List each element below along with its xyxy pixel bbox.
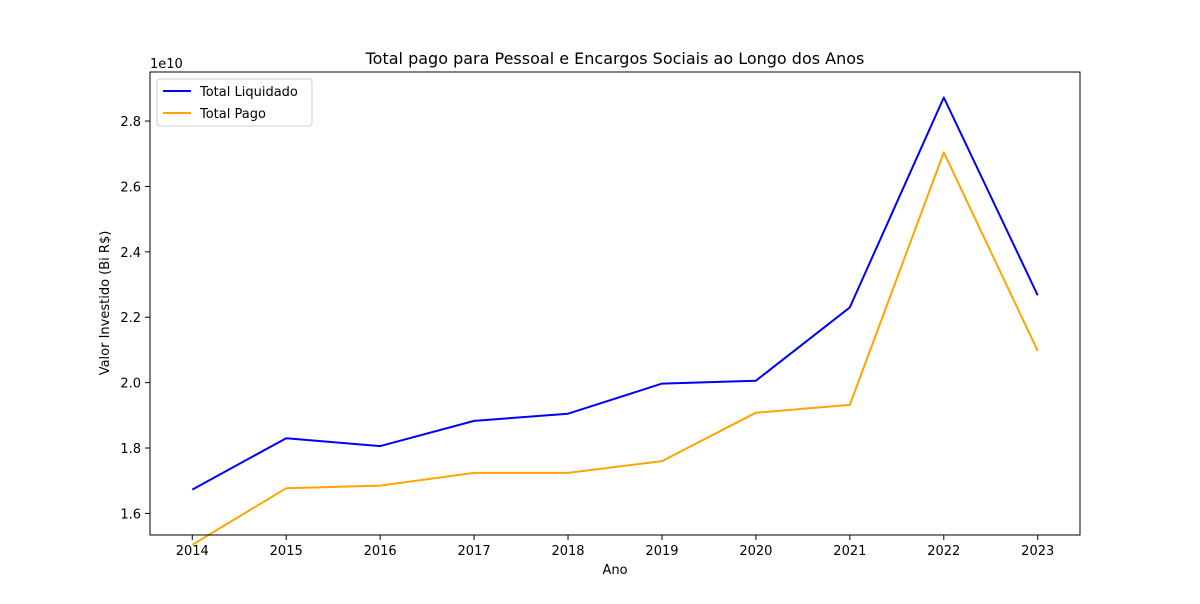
- legend-box: [156, 78, 313, 127]
- chart-title: Total pago para Pessoal e Encargos Socia…: [365, 49, 865, 68]
- y-tick-label: 2.6: [120, 180, 141, 195]
- plot-area: [191, 96, 1039, 546]
- y-tick-label: 2.8: [120, 115, 141, 130]
- x-axis-label: Ano: [602, 563, 627, 578]
- x-tick-label: 2014: [176, 544, 209, 559]
- y-tick-label: 2.4: [120, 246, 141, 261]
- series-line-total-liquidado: [191, 96, 1039, 491]
- plot-frame: [149, 71, 1081, 536]
- y-tick-label: 1.6: [120, 507, 141, 522]
- y-tick-label: 2.0: [120, 377, 141, 392]
- axes: 2014 2015 2016 2017 2018 2019 2020 2021 2022 2023…: [120, 71, 1081, 559]
- y-tick-label: 1.8: [120, 442, 141, 457]
- x-tick-label: 2018: [551, 544, 584, 559]
- legend-label: Total Liquidado: [199, 85, 298, 100]
- x-tick-label: 2017: [458, 544, 491, 559]
- legend-label: Total Pago: [199, 107, 266, 122]
- x-tick-label: 2020: [739, 544, 772, 559]
- x-tick-label: 2019: [645, 544, 678, 559]
- series-line-total-pago: [191, 151, 1039, 546]
- x-tick-label: 2015: [270, 544, 303, 559]
- y-axis-label: Valor Investido (Bi R$): [98, 231, 113, 376]
- x-tick-label: 2022: [927, 544, 960, 559]
- legend: Total Liquidado Total Pago: [156, 78, 313, 127]
- y-tick-label: 2.2: [120, 311, 141, 326]
- x-tick-label: 2016: [364, 544, 397, 559]
- x-tick-label: 2023: [1021, 544, 1054, 559]
- x-tick-label: 2021: [833, 544, 866, 559]
- y-axis-offset-label: 1e10: [150, 57, 183, 72]
